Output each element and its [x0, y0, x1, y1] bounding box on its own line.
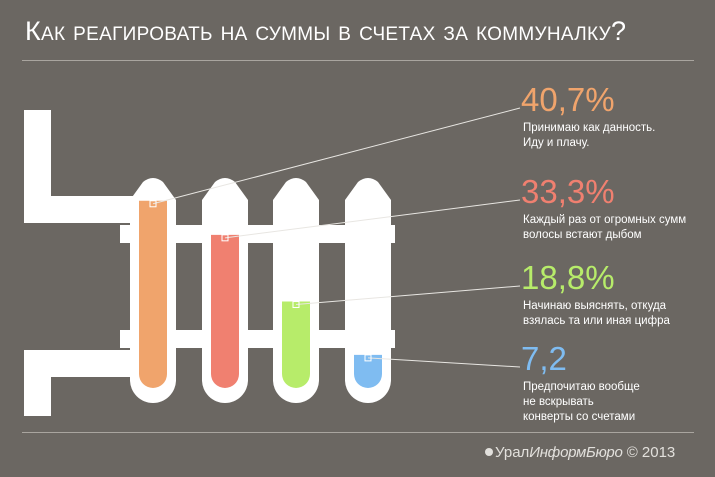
leader-lines [149, 107, 521, 368]
description-line: Иду и плачу. [523, 137, 590, 149]
leader-line [152, 107, 521, 205]
description-line: Принимаю как данность. [523, 122, 656, 134]
credit-line: УралИнформБюро © 2013 [485, 444, 675, 461]
bar-fill [211, 234, 239, 388]
pipe-lower-vertical [24, 350, 51, 416]
brand-prefix: Урал [495, 444, 530, 461]
data-label-description: Предпочитаю вообще не вскрывать конверты с… [523, 380, 640, 425]
leader-marker [292, 301, 300, 309]
leader-line [224, 199, 521, 239]
leader-marker [364, 354, 372, 362]
data-label-value: 33,3% [521, 173, 615, 210]
description-line: Начинаю выяснять, откуда [523, 300, 667, 312]
data-label-value: 18,8% [521, 259, 615, 296]
data-label-description: Принимаю как данность. Иду и плачу. [523, 121, 655, 151]
description-line: не вскрывать [523, 396, 594, 408]
top-divider [22, 60, 694, 61]
copyright: © 2013 [626, 444, 676, 461]
leader-marker [221, 234, 229, 242]
leader-line [367, 357, 521, 368]
connector-bottom [120, 330, 395, 348]
pipe-elbow-top [24, 196, 134, 223]
data-label-value: 40,7% [521, 81, 615, 118]
chart-title: Как реагировать на суммы в счетах за ком… [25, 16, 627, 46]
description-line: конверты со счетами [523, 411, 636, 423]
description-line: волосы встают дыбом [523, 229, 642, 241]
brand-suffix: ИнформБюро [529, 444, 623, 461]
bottom-divider [22, 432, 694, 433]
bar-fills [139, 200, 382, 388]
leader-line [295, 285, 521, 306]
leader-marker [149, 200, 157, 208]
bar-fill [354, 354, 382, 388]
radiator-section [345, 178, 391, 403]
data-label-value: 7,2 [521, 340, 567, 377]
radiator-illustration [24, 110, 395, 416]
bar-fill [139, 200, 167, 388]
data-label-description: Каждый раз от огромных сумм волосы встают… [523, 213, 686, 243]
logo-dot-icon [485, 448, 493, 456]
description-line: Каждый раз от огромных сумм [523, 214, 687, 226]
radiator-sections [130, 178, 391, 403]
description-line: Предпочитаю вообще [523, 381, 640, 393]
data-label-description: Начинаю выяснять, откуда взялась та или и… [523, 299, 670, 329]
description-line: взялась та или иная цифра [523, 315, 670, 327]
bar-fill [282, 301, 310, 388]
